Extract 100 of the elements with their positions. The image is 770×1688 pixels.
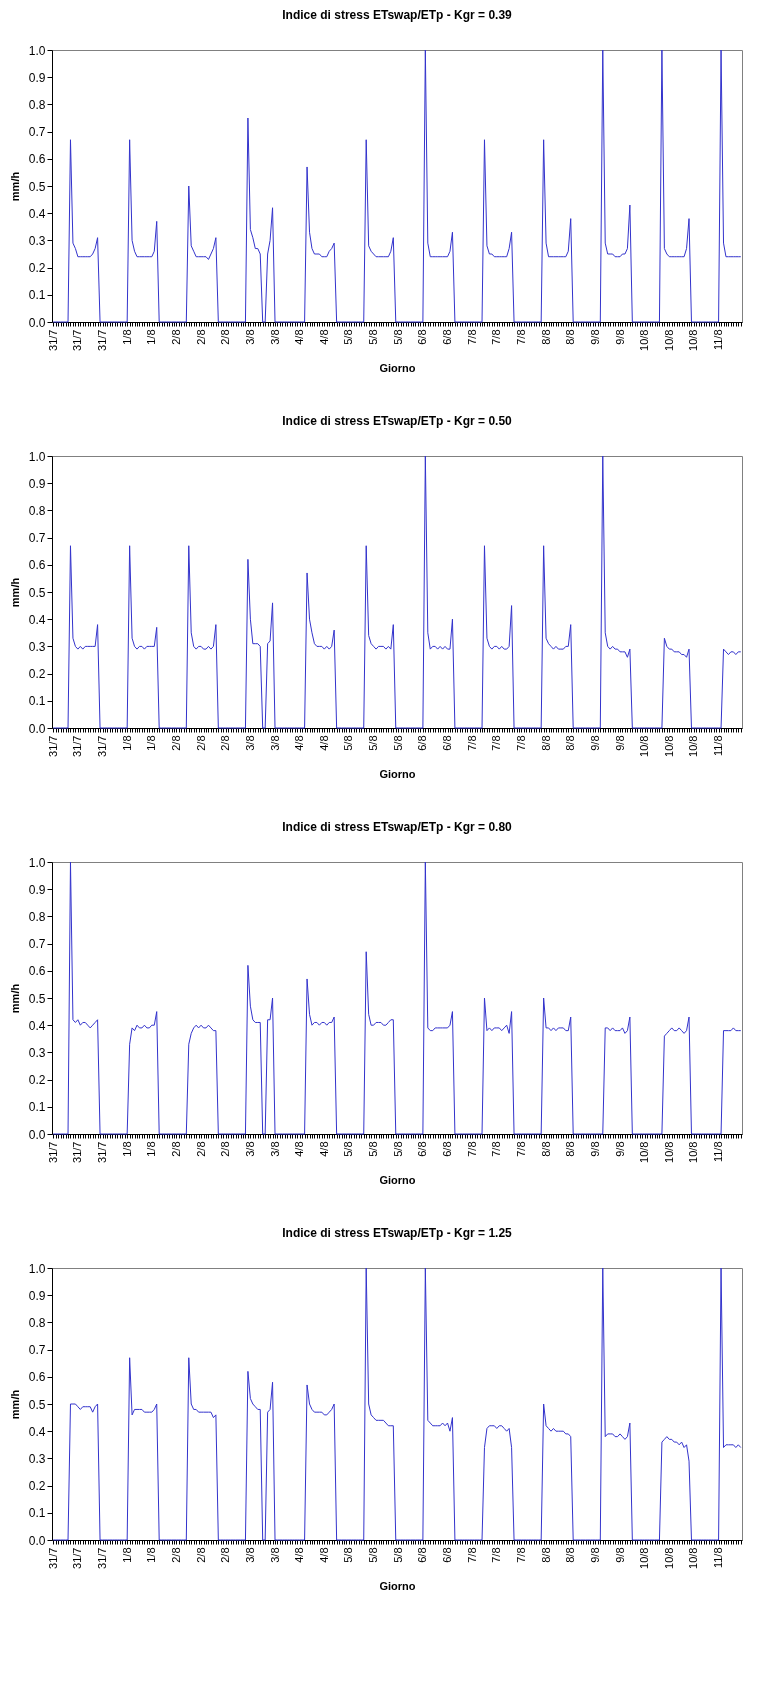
x-tick-label: 4/8: [293, 329, 306, 345]
y-tick-label: 0.5: [28, 1397, 46, 1412]
x-tick-label: 9/8: [613, 1547, 626, 1563]
y-tick-label: 0.8: [28, 909, 46, 924]
x-tick-label: 6/8: [441, 735, 454, 751]
x-tick-label: 1/8: [145, 329, 158, 345]
x-tick-label: 31/7: [96, 329, 109, 351]
x-tick-label: 2/8: [219, 735, 232, 751]
x-tick-label: 6/8: [416, 1141, 429, 1157]
x-tick-label: 4/8: [317, 329, 330, 345]
y-tick-label: 0.6: [28, 1370, 46, 1385]
x-tick-label: 31/7: [46, 735, 59, 757]
y-tick-label: 0.4: [28, 206, 46, 221]
y-tick-label: 0.4: [28, 612, 46, 627]
y-tick-label: 0.8: [28, 1315, 46, 1330]
x-tick-label: 6/8: [441, 329, 454, 345]
chart-title: Indice di stress ETswap/ETp - Kgr = 0.50: [282, 414, 513, 428]
x-tick-label: 9/8: [588, 1141, 601, 1157]
x-tick-label: 7/8: [465, 1547, 478, 1563]
y-tick-label: 0.7: [28, 937, 46, 952]
x-tick-label: 8/8: [564, 1141, 577, 1157]
y-tick-label: 0.7: [28, 1343, 46, 1358]
y-tick-label: 0.6: [28, 558, 46, 573]
y-tick-label: 0.2: [28, 261, 46, 276]
x-tick-label: 2/8: [169, 735, 182, 751]
x-tick-label: 5/8: [391, 735, 404, 751]
x-tick-label: 3/8: [268, 329, 281, 345]
y-tick-label: 0.9: [28, 1288, 46, 1303]
y-tick-label: 0.9: [28, 70, 46, 85]
y-axis-title: mm/h: [8, 983, 21, 1014]
x-tick-label: 2/8: [219, 329, 232, 345]
x-tick-label: 3/8: [268, 1141, 281, 1157]
x-tick-label: 2/8: [219, 1141, 232, 1157]
x-tick-label: 8/8: [539, 735, 552, 751]
x-tick-label: 2/8: [194, 329, 207, 345]
x-axis-title: Giorno: [379, 1579, 416, 1592]
y-tick-label: 0.0: [28, 1533, 46, 1548]
x-tick-label: 5/8: [342, 329, 355, 345]
x-tick-label: 3/8: [268, 1547, 281, 1563]
y-tick-label: 0.0: [28, 721, 46, 736]
y-tick-label: 0.6: [28, 964, 46, 979]
chart-title: Indice di stress ETswap/ETp - Kgr = 0.39: [282, 8, 513, 22]
x-axis-title: Giorno: [379, 767, 416, 780]
x-tick-label: 31/7: [71, 735, 84, 757]
x-tick-label: 6/8: [416, 329, 429, 345]
x-tick-label: 1/8: [120, 1141, 133, 1157]
x-tick-label: 9/8: [588, 735, 601, 751]
x-tick-label: 7/8: [514, 1141, 527, 1157]
y-tick-label: 0.6: [28, 152, 46, 167]
x-tick-label: 3/8: [243, 329, 256, 345]
y-tick-label: 1.0: [28, 449, 46, 464]
x-tick-label: 4/8: [317, 735, 330, 751]
x-tick-label: 4/8: [317, 1141, 330, 1157]
y-tick-label: 0.3: [28, 233, 46, 248]
y-tick-label: 1.0: [28, 855, 46, 870]
x-tick-label: 1/8: [145, 1141, 158, 1157]
y-tick-label: 0.5: [28, 585, 46, 600]
y-tick-label: 0.3: [28, 639, 46, 654]
x-tick-label: 7/8: [490, 735, 503, 751]
y-tick-label: 0.1: [28, 694, 46, 709]
x-tick-label: 9/8: [613, 1141, 626, 1157]
x-tick-label: 2/8: [169, 329, 182, 345]
y-tick-label: 0.2: [28, 1073, 46, 1088]
x-tick-label: 10/8: [662, 1547, 675, 1569]
x-tick-label: 6/8: [441, 1141, 454, 1157]
x-tick-label: 8/8: [539, 1141, 552, 1157]
x-tick-label: 31/7: [46, 1141, 59, 1163]
y-tick-label: 0.0: [28, 1127, 46, 1142]
x-tick-label: 2/8: [169, 1141, 182, 1157]
x-tick-label: 1/8: [120, 735, 133, 751]
y-axis-title: mm/h: [8, 1389, 21, 1420]
y-tick-label: 0.9: [28, 882, 46, 897]
y-tick-label: 0.7: [28, 125, 46, 140]
y-tick-label: 0.5: [28, 991, 46, 1006]
y-tick-label: 1.0: [28, 1261, 46, 1276]
y-axis-title: mm/h: [8, 577, 21, 608]
x-tick-label: 5/8: [391, 329, 404, 345]
x-tick-label: 4/8: [293, 735, 306, 751]
x-tick-label: 10/8: [687, 329, 700, 351]
x-tick-label: 7/8: [465, 329, 478, 345]
x-tick-label: 8/8: [564, 1547, 577, 1563]
y-tick-label: 0.1: [28, 288, 46, 303]
x-tick-label: 3/8: [243, 735, 256, 751]
x-tick-label: 31/7: [46, 1547, 59, 1569]
x-tick-label: 7/8: [514, 735, 527, 751]
x-tick-label: 5/8: [367, 1141, 380, 1157]
x-tick-label: 5/8: [367, 735, 380, 751]
y-tick-label: 0.5: [28, 179, 46, 194]
x-tick-label: 1/8: [120, 1547, 133, 1563]
x-tick-label: 5/8: [342, 1141, 355, 1157]
x-tick-label: 7/8: [465, 735, 478, 751]
chart-title: Indice di stress ETswap/ETp - Kgr = 0.80: [282, 820, 513, 834]
y-tick-label: 0.3: [28, 1045, 46, 1060]
x-tick-label: 31/7: [71, 1141, 84, 1163]
x-tick-label: 4/8: [293, 1141, 306, 1157]
x-tick-label: 8/8: [539, 329, 552, 345]
x-tick-label: 7/8: [465, 1141, 478, 1157]
x-tick-label: 10/8: [638, 1547, 651, 1569]
x-tick-label: 8/8: [539, 1547, 552, 1563]
x-tick-label: 10/8: [687, 1141, 700, 1163]
